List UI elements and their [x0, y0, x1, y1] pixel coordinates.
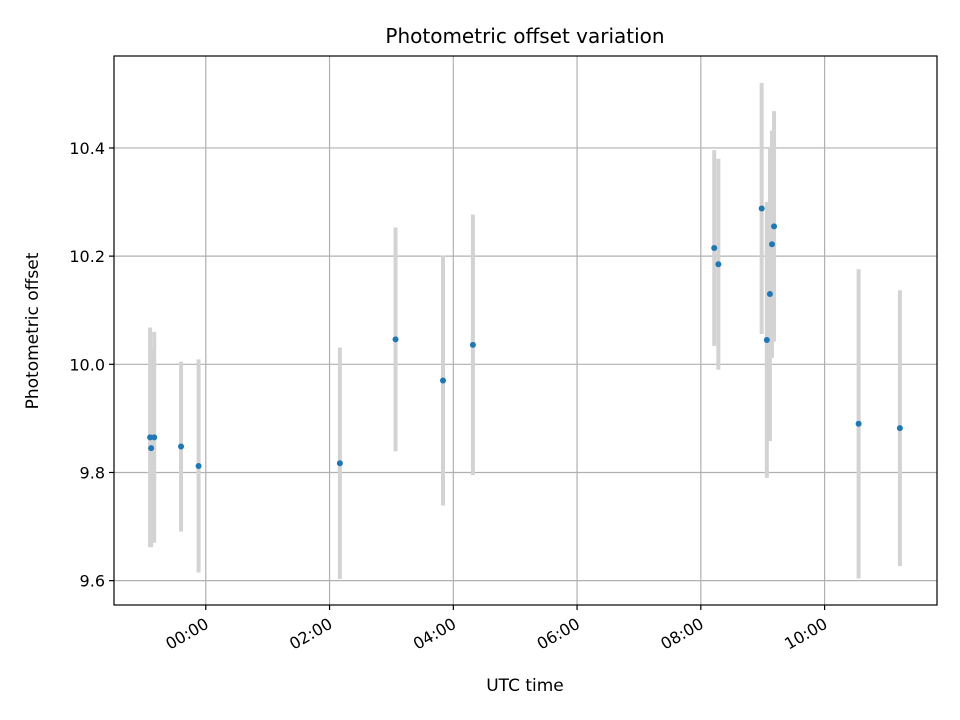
- x-axis-label: UTC time: [486, 676, 564, 696]
- plot-frame: [113, 55, 938, 606]
- data-point: [148, 445, 155, 452]
- y-tick-label: 10.2: [69, 247, 105, 266]
- data-point: [763, 336, 770, 343]
- data-point: [195, 462, 202, 469]
- data-point: [896, 425, 903, 432]
- y-tick-label: 10.0: [69, 355, 105, 374]
- data-point: [178, 443, 185, 450]
- data-point: [392, 336, 399, 343]
- data-point: [715, 261, 722, 268]
- data-point: [758, 205, 765, 212]
- data-point: [855, 420, 862, 427]
- y-axis-ticks: 9.6 9.8 10.0 10.2 10.4: [69, 139, 114, 591]
- data-point: [771, 223, 778, 230]
- data-point: [147, 434, 154, 441]
- data-point: [469, 341, 476, 348]
- data-point: [768, 241, 775, 248]
- data-points: [147, 205, 903, 469]
- y-tick-label: 9.6: [80, 572, 105, 591]
- data-point: [151, 434, 158, 441]
- y-tick-label: 10.4: [69, 139, 105, 158]
- data-point: [336, 460, 343, 467]
- data-point: [766, 290, 773, 297]
- data-point: [439, 377, 446, 384]
- grid-lines: [114, 56, 937, 605]
- y-tick-label: 9.8: [80, 463, 105, 482]
- data-point: [711, 245, 718, 252]
- y-axis-label: Photometric offset: [23, 252, 43, 409]
- chart-title: Photometric offset variation: [385, 24, 664, 48]
